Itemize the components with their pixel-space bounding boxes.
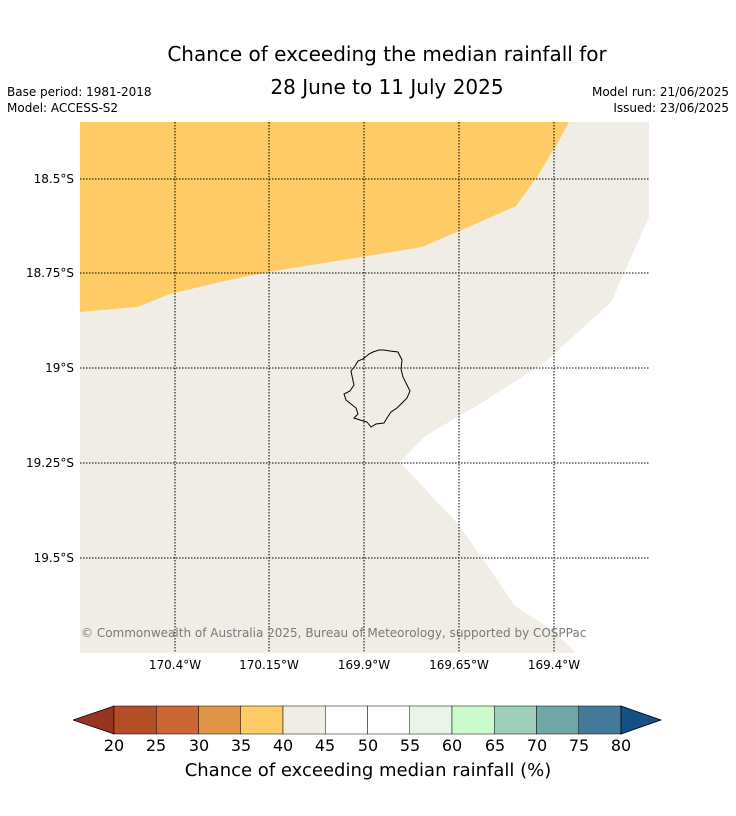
colorbar-tick-25: 25 xyxy=(145,736,167,755)
colorbar-tick-20: 20 xyxy=(103,736,125,755)
map-canvas xyxy=(80,122,649,653)
colorbar-tick-50: 50 xyxy=(357,736,379,755)
lat-label-19-5: 19.5°S xyxy=(33,551,74,565)
colorbar-tick-35: 35 xyxy=(230,736,252,755)
colorbar-tick-40: 40 xyxy=(272,736,294,755)
lat-label-18-75: 18.75°S xyxy=(26,266,74,280)
colorbar-tick-55: 55 xyxy=(399,736,421,755)
model-text: Model: ACCESS-S2 xyxy=(7,101,119,115)
colorbar-tick-80: 80 xyxy=(610,736,632,755)
gridlines xyxy=(80,122,649,653)
colorbar-label: Chance of exceeding median rainfall (%) xyxy=(184,760,552,781)
colorbar-segment-50-55 xyxy=(367,705,410,735)
lat-label-18-5: 18.5°S xyxy=(33,172,74,186)
colorbar-segment-60-65 xyxy=(451,705,495,735)
colorbar-segment-25-30 xyxy=(156,705,199,735)
colorbar-canvas xyxy=(71,705,663,735)
lon-label-169-4: 169.4°W xyxy=(527,658,581,672)
colorbar-tick-75: 75 xyxy=(568,736,590,755)
band-35-40-region xyxy=(80,122,569,312)
colorbar-segment-65-70 xyxy=(494,705,537,735)
colorbar-segment-55-60 xyxy=(409,705,453,735)
colorbar-segment-75-80 xyxy=(578,705,622,735)
lon-label-170-15: 170.15°W xyxy=(239,658,299,672)
colorbar-segment-45-50 xyxy=(325,705,368,735)
map-title: Chance of exceeding the median rainfall … xyxy=(0,38,736,104)
title-line-2: 28 June to 11 July 2025 xyxy=(270,75,504,99)
colorbar-segment-35-40 xyxy=(240,705,284,735)
model-run-text: Model run: 21/06/2025 xyxy=(591,85,729,99)
colorbar-over-arrow xyxy=(620,705,663,735)
niue-island-outline xyxy=(343,349,411,428)
meta-right: Model run: 21/06/2025 Issued: 23/06/2025 xyxy=(592,84,729,116)
colorbar-tick-70: 70 xyxy=(526,736,548,755)
title-line-1: Chance of exceeding the median rainfall … xyxy=(167,42,607,66)
colorbar-segment-40-45 xyxy=(282,705,326,735)
lat-label-19: 19°S xyxy=(45,361,74,375)
colorbar-tick-65: 65 xyxy=(484,736,506,755)
lon-label-169-65: 169.65°W xyxy=(429,658,489,672)
colorbar-tick-45: 45 xyxy=(314,736,336,755)
colorbar-segment-70-75 xyxy=(536,705,579,735)
colorbar-segment-20-25 xyxy=(113,705,157,735)
colorbar-tick-30: 30 xyxy=(188,736,210,755)
colorbar-segment-30-35 xyxy=(198,705,241,735)
colorbar-under-arrow xyxy=(71,705,115,735)
lon-label-170-4: 170.4°W xyxy=(148,658,202,672)
issued-text: Issued: 23/06/2025 xyxy=(613,101,729,115)
colorbar xyxy=(71,705,665,739)
lon-label-169-9: 169.9°W xyxy=(337,658,391,672)
colorbar-tick-60: 60 xyxy=(441,736,463,755)
rainfall-map xyxy=(80,122,649,653)
base-period-text: Base period: 1981-2018 xyxy=(7,85,152,99)
lat-label-19-25: 19.25°S xyxy=(26,456,74,470)
meta-left: Base period: 1981-2018 Model: ACCESS-S2 xyxy=(7,84,152,116)
copyright-notice: © Commonwealth of Australia 2025, Bureau… xyxy=(81,626,587,640)
